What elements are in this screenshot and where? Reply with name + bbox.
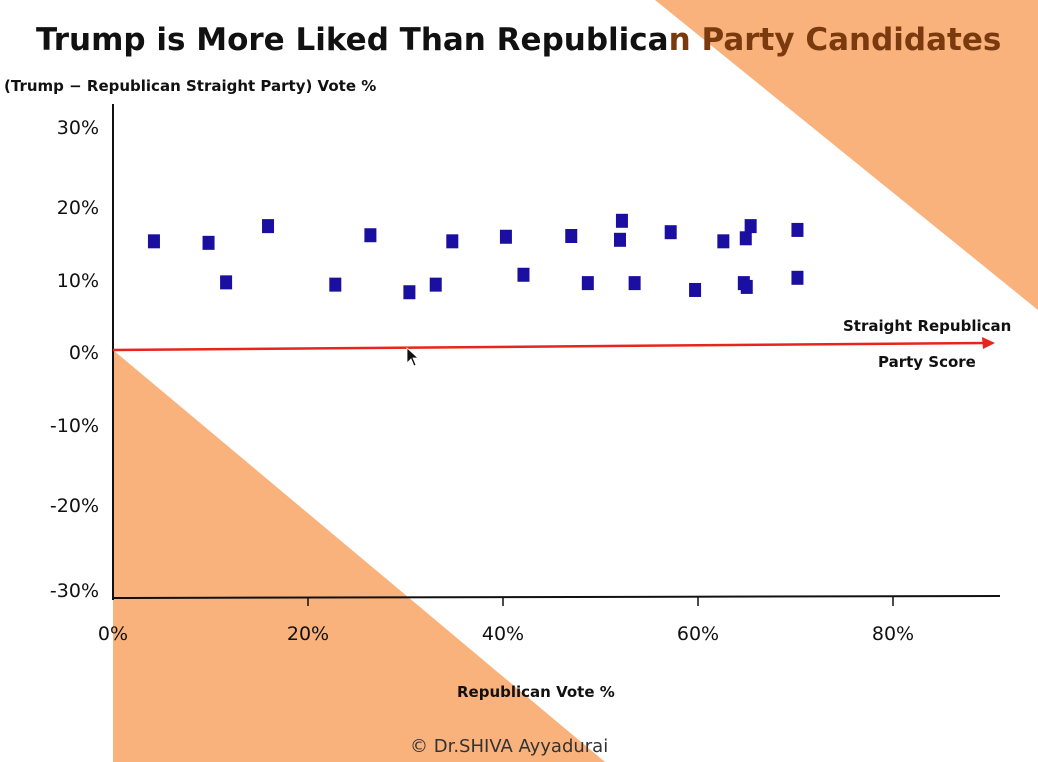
data-point [364, 228, 377, 243]
y-tick-label: -10% [50, 415, 99, 437]
x-tick-label: 40% [482, 623, 524, 645]
data-point [202, 235, 215, 250]
data-point [664, 225, 677, 240]
data-point [499, 229, 512, 244]
reference-label-2: Party Score [878, 353, 976, 371]
x-tick-label: 0% [98, 623, 128, 645]
y-tick-label: 30% [57, 117, 99, 139]
data-point [147, 234, 160, 249]
chart-title: Trump is More Liked Than Republican Part… [36, 22, 1001, 58]
data-point [262, 219, 275, 234]
x-tick-label: 60% [677, 623, 719, 645]
data-point [740, 279, 753, 294]
data-point [429, 277, 442, 292]
y-tick-label: -30% [50, 580, 99, 602]
x-axis [111, 595, 1001, 599]
reference-label-1: Straight Republican [843, 317, 1011, 335]
y-tick-label: 10% [57, 270, 99, 292]
data-point [565, 229, 578, 243]
data-point [614, 232, 626, 247]
mouse-cursor-icon [406, 347, 420, 367]
data-point [791, 222, 804, 237]
y-tick-label: 20% [57, 197, 99, 219]
x-tick-label: 80% [872, 623, 914, 645]
data-point [615, 213, 628, 228]
y-tick-label: -20% [50, 495, 99, 517]
y-tick-label: 0% [69, 342, 99, 364]
reference-line [112, 341, 986, 352]
x-axis-label: Republican Vote % [457, 683, 615, 701]
data-point [744, 219, 757, 234]
y-axis-label: (Trump − Republican Straight Party) Vote… [4, 77, 376, 95]
data-point [717, 234, 730, 249]
data-point [329, 277, 342, 292]
data-point [581, 276, 594, 291]
copyright: © Dr.SHIVA Ayyadurai [410, 736, 608, 757]
decorative-orange-triangle-top [655, 0, 1038, 310]
data-point [220, 275, 233, 290]
data-point [739, 231, 752, 246]
data-point [403, 285, 416, 300]
decorative-orange-triangle-bottom [113, 350, 605, 762]
reference-arrowhead [982, 337, 995, 349]
data-point [628, 276, 641, 291]
data-point [517, 267, 530, 282]
data-point [791, 270, 804, 285]
data-point [689, 282, 702, 297]
data-point [446, 234, 459, 249]
x-tick-label: 20% [287, 623, 329, 645]
